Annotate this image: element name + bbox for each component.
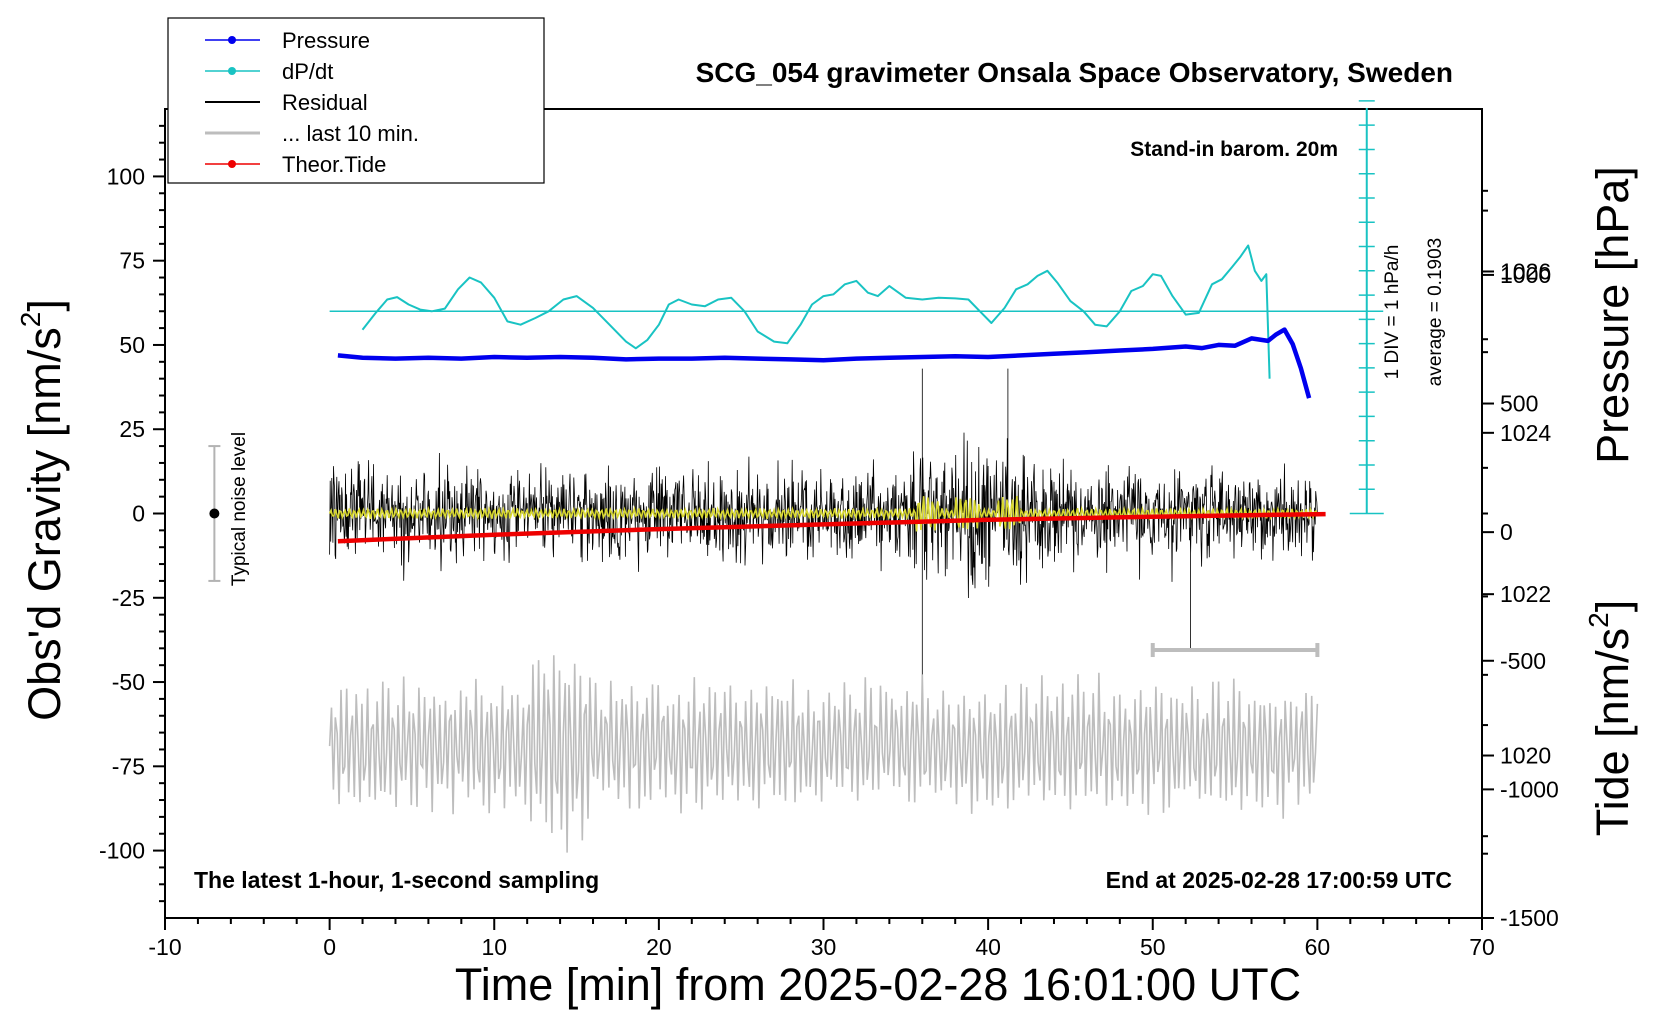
x-tick-label: 40 [975, 934, 1001, 960]
series-last10 [328, 655, 1319, 853]
y-left-tick-label: 100 [107, 163, 145, 189]
y-pressure-tick-label: 1020 [1500, 743, 1551, 769]
legend-label-tide: Theor.Tide [282, 152, 386, 177]
y-left-tick-label: -50 [112, 669, 145, 695]
end-label: End at 2025-02-28 17:00:59 UTC [1106, 867, 1452, 893]
series-residual [329, 368, 1318, 693]
y-left-tick-label: 50 [119, 332, 145, 358]
y-tide-tick-label: -1500 [1500, 905, 1559, 931]
x-tick-label: 60 [1305, 934, 1331, 960]
y-pressure-tick-label: 1024 [1500, 420, 1551, 446]
annotations: SCG_054 gravimeter Onsala Space Observat… [15, 57, 1638, 1010]
y-left-tick-label: -75 [112, 753, 145, 779]
x-tick-label: 50 [1140, 934, 1166, 960]
y-left-tick-label: -25 [112, 585, 145, 611]
y-left-tick-label: -100 [99, 838, 145, 864]
legend-label-pressure: Pressure [282, 28, 370, 53]
y-tide-tick-label: -1000 [1500, 776, 1559, 802]
x-axis-label: Time [min] from 2025-02-28 16:01:00 UTC [455, 959, 1301, 1010]
series-residual-smoothed [328, 496, 1319, 532]
barometer-label: Stand-in barom. 20m [1130, 138, 1338, 161]
latest-label: The latest 1-hour, 1-second sampling [194, 867, 599, 893]
x-tick-label: 20 [646, 934, 672, 960]
y-tide-tick-label: 1000 [1500, 262, 1551, 288]
x-tick-label: -10 [148, 934, 181, 960]
series-pressure [337, 327, 1312, 399]
x-tick-label: 0 [323, 934, 336, 960]
y-pressure-tick-label: 1022 [1500, 581, 1551, 607]
legend-label-last10: ... last 10 min. [282, 121, 419, 146]
y-left-tick-label: 0 [132, 501, 145, 527]
y-pressure-tick-label: 1026 [1500, 258, 1551, 284]
legend: Pressure dP/dt Residual ... last 10 min.… [167, 17, 545, 184]
y-left-tick-label: 75 [119, 248, 145, 274]
series-layer [208, 100, 1384, 853]
dpdt-average-label: average = 0.1903 [1425, 238, 1446, 386]
y-tide-tick-label: 0 [1500, 519, 1513, 545]
noise-level-dot [209, 508, 220, 519]
legend-label-dpdt: dP/dt [282, 59, 333, 84]
legend-marker-tide [228, 160, 236, 168]
series-dpdt [361, 244, 1271, 379]
y-tide-tick-label: -500 [1500, 648, 1546, 674]
legend-marker-dpdt [228, 67, 236, 75]
y-axis-label-gravity: Obs'd Gravity [nm/s2] [15, 299, 70, 721]
y-left-tick-label: 25 [119, 416, 145, 442]
noise-level-label: Typical noise level [229, 432, 250, 586]
y-axis-label-tide: Tide [nm/s2] [1583, 600, 1638, 836]
legend-marker-pressure [228, 36, 236, 44]
x-tick-label: 30 [811, 934, 837, 960]
x-tick-label: 10 [481, 934, 507, 960]
dpdt-div-label: 1 DIV = 1 hPa/h [1382, 245, 1403, 380]
y-axis-label-pressure: Pressure [hPa] [1587, 166, 1638, 464]
y-tide-tick-label: 500 [1500, 391, 1538, 417]
series-tide [337, 511, 1326, 544]
chart-title: SCG_054 gravimeter Onsala Space Observat… [696, 57, 1453, 88]
axes-layer: -10 0 10 20 30 40 50 60 701007550250-25-50-75-10… [99, 124, 1559, 960]
legend-label-residual: Residual [282, 90, 368, 115]
x-tick-label: 70 [1469, 934, 1495, 960]
legend-box [167, 17, 545, 184]
